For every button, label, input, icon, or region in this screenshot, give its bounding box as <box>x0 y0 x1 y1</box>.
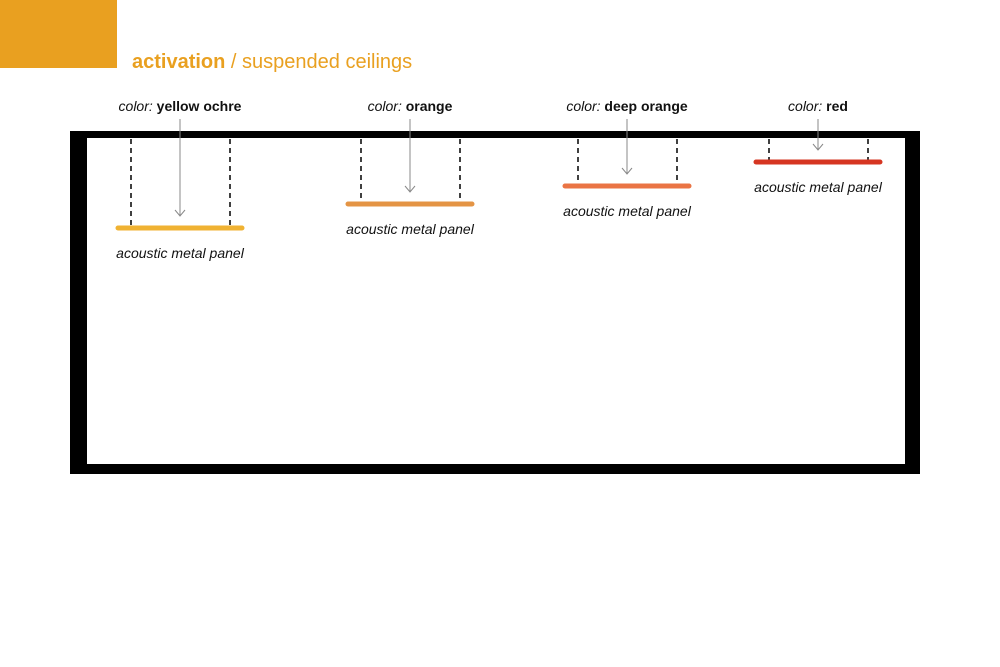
panel-label: acoustic metal panel <box>563 203 692 219</box>
color-prefix: color: <box>119 98 153 114</box>
arrow-head <box>621 167 633 175</box>
arrow-head <box>812 143 824 151</box>
title-bold: activation <box>132 51 225 73</box>
color-label: color: yellow ochre <box>119 98 242 114</box>
color-name: deep orange <box>601 98 688 114</box>
arrow-head <box>174 209 186 217</box>
color-prefix: color: <box>788 98 822 114</box>
color-label: color: deep orange <box>566 98 688 114</box>
room-interior <box>87 138 905 464</box>
corner-block <box>0 0 117 68</box>
panel-label: acoustic metal panel <box>346 221 475 237</box>
title-rest: / suspended ceilings <box>231 51 412 73</box>
color-name: yellow ochre <box>153 98 242 114</box>
color-label: color: orange <box>368 98 453 114</box>
color-label: color: red <box>788 98 848 114</box>
panel-label: acoustic metal panel <box>754 179 883 195</box>
title: activation / suspended ceilings <box>132 51 412 73</box>
color-prefix: color: <box>368 98 402 114</box>
color-prefix: color: <box>566 98 600 114</box>
color-name: orange <box>402 98 453 114</box>
arrow-head <box>404 185 416 193</box>
panels: color: yellow ochre acoustic metal panel c… <box>115 98 883 261</box>
panel-label: acoustic metal panel <box>116 245 245 261</box>
color-name: red <box>822 98 848 114</box>
